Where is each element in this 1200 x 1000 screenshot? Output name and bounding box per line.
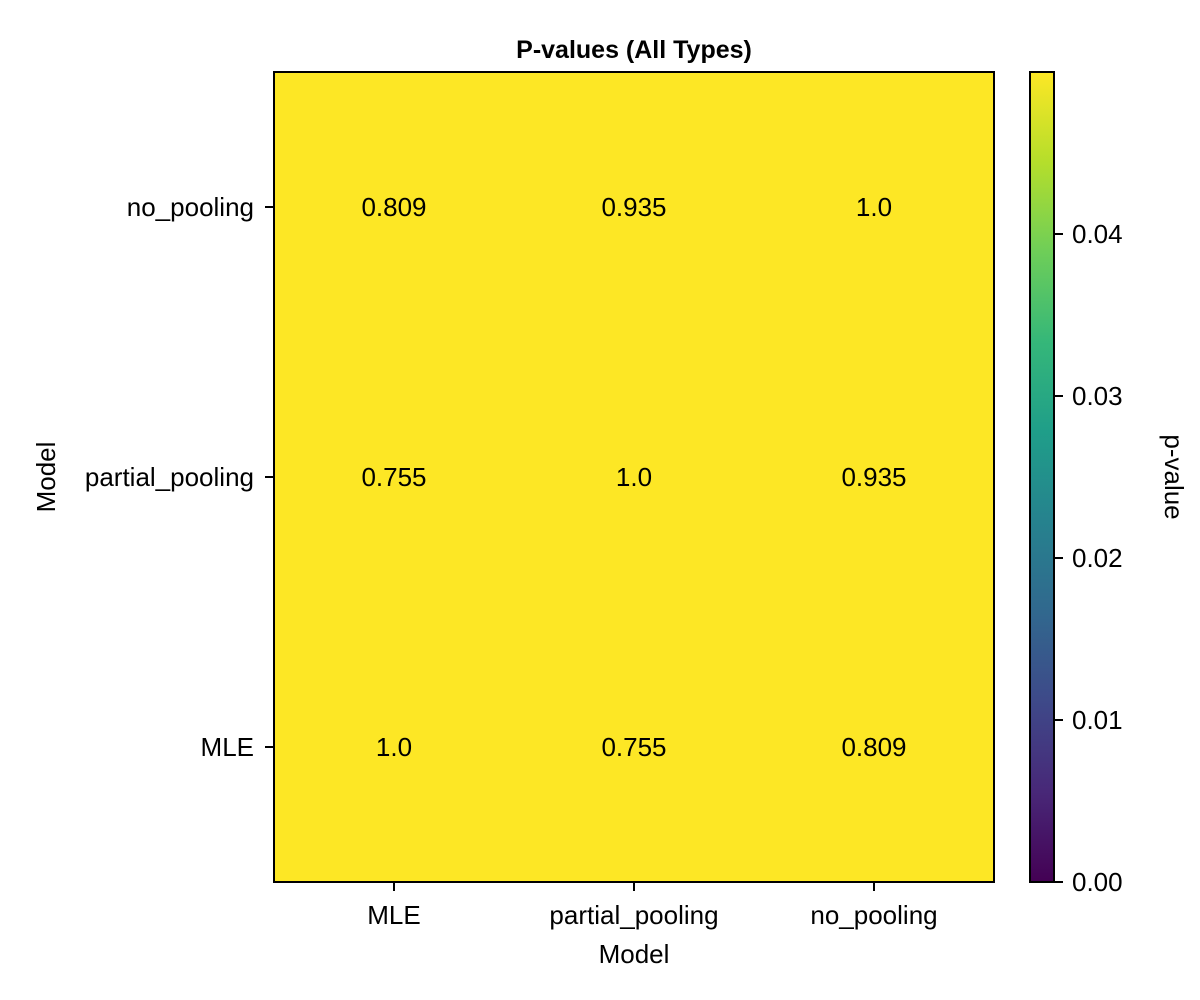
heatmap-cell bbox=[274, 342, 515, 613]
cell-value-label: 0.755 bbox=[601, 732, 666, 762]
cell-value-label: 0.755 bbox=[361, 462, 426, 492]
x-tick-label: partial_pooling bbox=[549, 900, 718, 930]
cell-value-label: 0.809 bbox=[841, 732, 906, 762]
heatmap-cell bbox=[514, 72, 755, 343]
y-tick-label: no_pooling bbox=[127, 192, 254, 222]
cell-value-label: 0.935 bbox=[601, 192, 666, 222]
cell-value-label: 0.809 bbox=[361, 192, 426, 222]
y-axis-ticks: MLE partial_pooling no_pooling bbox=[85, 192, 274, 762]
colorbar-tick-label: 0.03 bbox=[1072, 381, 1123, 411]
heatmap-cell bbox=[514, 342, 755, 613]
heatmap-cell bbox=[514, 612, 755, 883]
y-axis-label: Model bbox=[31, 442, 61, 513]
y-tick-label: MLE bbox=[201, 732, 254, 762]
x-tick-label: MLE bbox=[367, 900, 420, 930]
heatmap-cell bbox=[274, 612, 515, 883]
chart-title: P-values (All Types) bbox=[516, 36, 752, 64]
colorbar-ticks: 0.00 0.01 0.02 0.03 0.04 bbox=[1054, 219, 1123, 897]
colorbar-tick-label: 0.00 bbox=[1072, 867, 1123, 897]
heatmap-cell bbox=[274, 72, 515, 343]
colorbar-tick-label: 0.01 bbox=[1072, 705, 1123, 735]
heatmap-cell bbox=[754, 612, 995, 883]
cell-value-label: 1.0 bbox=[856, 192, 892, 222]
y-tick-label: partial_pooling bbox=[85, 462, 254, 492]
heatmap-cells: 0.809 0.935 1.0 0.755 1.0 0.935 1.0 0.755 0.809 bbox=[274, 72, 995, 883]
colorbar-tick-label: 0.04 bbox=[1072, 219, 1123, 249]
heatmap-cell bbox=[754, 342, 995, 613]
cell-value-label: 1.0 bbox=[376, 732, 412, 762]
colorbar-label: p-value bbox=[1159, 434, 1189, 519]
colorbar: 0.00 0.01 0.02 0.03 0.04 p-value bbox=[1029, 71, 1189, 897]
cell-value-label: 1.0 bbox=[616, 462, 652, 492]
x-tick-label: no_pooling bbox=[810, 900, 937, 930]
colorbar-gradient bbox=[1029, 71, 1055, 883]
cell-value-label: 0.935 bbox=[841, 462, 906, 492]
x-axis-ticks: MLE partial_pooling no_pooling bbox=[367, 882, 938, 930]
x-axis-label: Model bbox=[599, 939, 670, 969]
heatmap-cell bbox=[754, 72, 995, 343]
colorbar-tick-label: 0.02 bbox=[1072, 543, 1123, 573]
